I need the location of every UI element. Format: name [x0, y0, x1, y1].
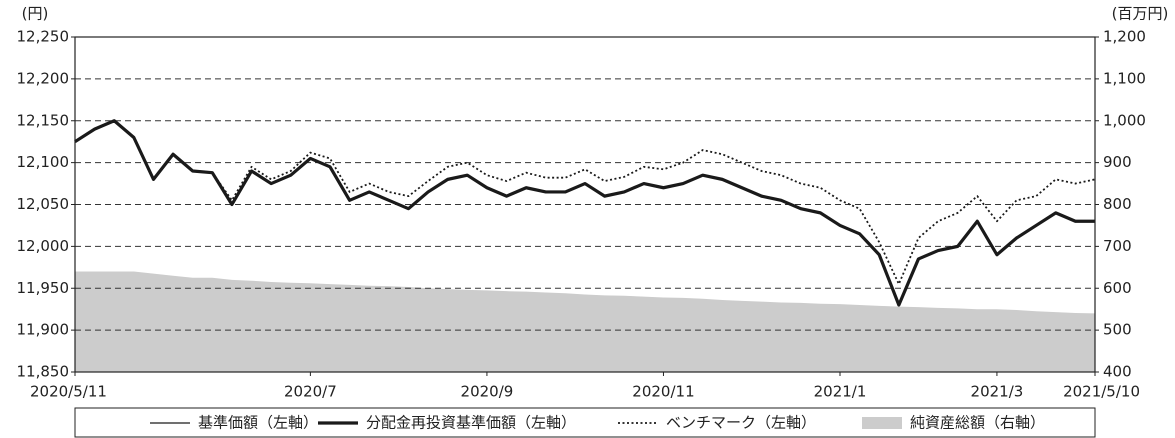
- grid-layer: 11,850 11,900 11,950 12,000 12,050 12,100 12,1…: [17, 28, 1146, 401]
- x-tick-label: 2020/9: [461, 383, 514, 401]
- legend: 基準価額（左軸） 分配金再投資基準価額（左軸） ベンチマーク（左軸） 純資産総額（右軸…: [150, 414, 1045, 432]
- y2-tick-label: 1,100: [1103, 69, 1146, 87]
- y-tick-label: 12,200: [17, 69, 70, 87]
- legend-label: 純資産総額（右軸）: [910, 414, 1045, 432]
- y-tick-label: 12,000: [17, 237, 70, 255]
- legend-label: 基準価額（左軸）: [198, 414, 318, 432]
- x-tick-label: 2020/11: [632, 383, 694, 401]
- y2-tick-label: 400: [1103, 363, 1132, 381]
- y2-tick-label: 1,000: [1103, 111, 1146, 129]
- y-tick-label: 11,850: [17, 363, 70, 381]
- legend-label: ベンチマーク（左軸）: [666, 414, 816, 432]
- line: [74, 119, 1096, 285]
- legend-frame: [74, 407, 1096, 438]
- x-tick-label: 2021/1: [814, 383, 867, 401]
- line-layer: [74, 119, 1096, 307]
- y2-tick-label: 1,200: [1103, 28, 1146, 46]
- legend-swatch: [862, 417, 902, 429]
- y-unit: (円): [22, 5, 49, 23]
- area-layer: [75, 271, 1095, 372]
- y-tick-label: 12,050: [17, 195, 70, 213]
- y2-tick-label: 700: [1103, 237, 1132, 255]
- plot-frame: [74, 36, 1096, 373]
- y-tick-label: 11,950: [17, 279, 70, 297]
- y-tick-label: 12,150: [17, 111, 70, 129]
- y2-tick-label: 600: [1103, 279, 1132, 297]
- x-tick-label: 2020/5/11: [30, 383, 107, 401]
- y-tick-label: 12,250: [17, 28, 70, 46]
- x-tick-label: 2020/7: [284, 383, 337, 401]
- x-tick-label: 2021/5/10: [1063, 383, 1140, 401]
- line: [74, 120, 1095, 306]
- y-tick-label: 12,100: [17, 153, 70, 171]
- y2-unit: (百万円): [1112, 5, 1169, 23]
- area: [75, 271, 1095, 372]
- legend-label: 分配金再投資基準価額（左軸）: [366, 414, 576, 432]
- y-tick-label: 11,900: [17, 321, 70, 339]
- y2-tick-label: 800: [1103, 195, 1132, 213]
- y2-tick-label: 900: [1103, 153, 1132, 171]
- line: [74, 119, 1095, 307]
- y2-tick-label: 500: [1103, 321, 1132, 339]
- x-tick-label: 2021/3: [971, 383, 1024, 401]
